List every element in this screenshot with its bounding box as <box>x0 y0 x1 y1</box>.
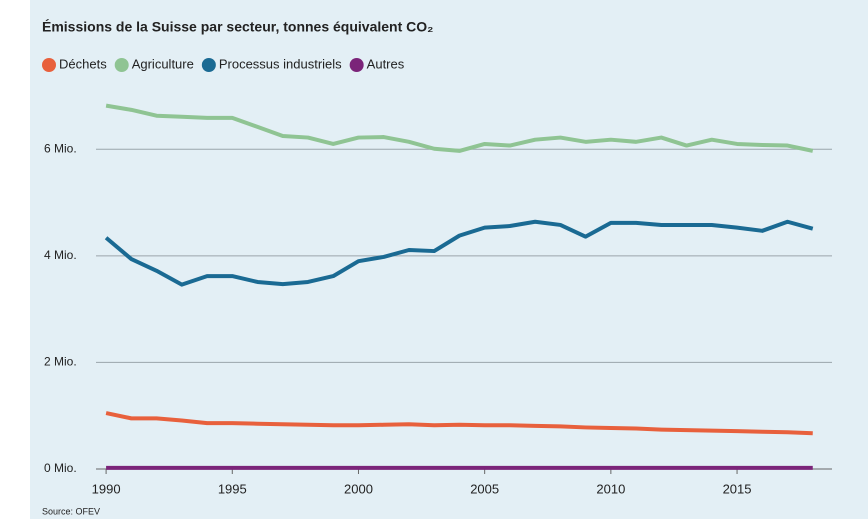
x-tick-label: 2005 <box>470 481 499 496</box>
y-tick-label: 0 Mio. <box>44 461 77 475</box>
y-tick-label: 2 Mio. <box>44 355 77 369</box>
legend-label: Déchets <box>59 56 107 71</box>
x-tick-label: 1995 <box>218 481 247 496</box>
series-line <box>104 219 814 287</box>
legend-label: Autres <box>367 56 405 71</box>
legend-label: Agriculture <box>132 56 194 71</box>
background <box>30 0 868 519</box>
y-tick-label: 4 Mio. <box>44 248 77 262</box>
series-line <box>105 103 814 153</box>
legend-swatch <box>349 58 364 72</box>
legend-swatch <box>201 58 216 72</box>
x-tick-label: 2000 <box>344 481 373 496</box>
legend-label: Processus industriels <box>219 56 342 71</box>
legend-swatch <box>114 58 129 72</box>
chart-title: Émissions de la Suisse par secteur, tonn… <box>42 19 433 35</box>
x-tick-label: 2015 <box>723 481 752 496</box>
series-line <box>105 411 813 436</box>
x-tick-label: 1990 <box>92 481 121 496</box>
source: Source: OFEV <box>42 506 100 516</box>
x-tick-label: 2010 <box>596 481 625 496</box>
y-tick-label: 6 Mio. <box>44 141 77 155</box>
legend-swatch <box>42 58 56 72</box>
